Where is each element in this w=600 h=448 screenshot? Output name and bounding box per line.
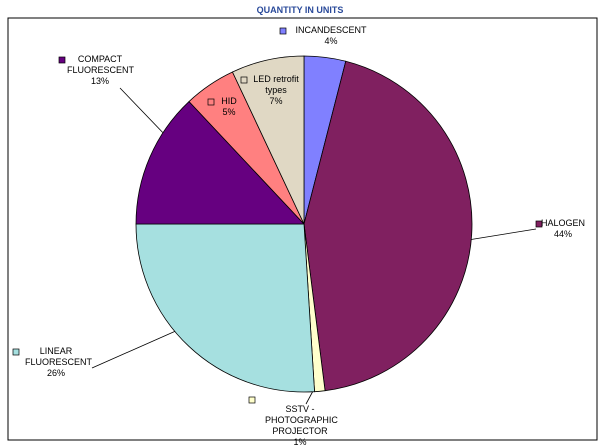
pie-slice [303, 60, 473, 392]
value-label: 5% [222, 107, 236, 117]
slice-label: LINEAR FLUORESCENT 26% [25, 346, 93, 379]
category-label: COMPACT FLUORESCENT [67, 54, 135, 75]
chart-title: QUANTITY IN UNITS [256, 5, 344, 15]
slice-label: COMPACT FLUORESCENT 13% [67, 54, 135, 87]
category-label: HID [221, 96, 237, 106]
leader-line [119, 87, 169, 139]
leader-line [467, 228, 537, 241]
legend-marker [248, 396, 256, 404]
leader-lines [91, 87, 537, 405]
slice-label: INCANDESCENT 4% [271, 25, 391, 47]
leader-line [91, 329, 179, 369]
value-label: 7% [269, 96, 283, 106]
category-label: HALOGEN [540, 218, 585, 228]
value-label: 26% [46, 368, 65, 378]
legend-marker [240, 76, 248, 84]
legend-marker [58, 56, 66, 64]
legend-marker [535, 220, 543, 228]
slice-label: SSTV - PHOTOGRAPHIC PROJECTOR 1% [265, 404, 338, 448]
legend-marker [207, 98, 215, 106]
category-label: LED retrofit types [253, 74, 299, 95]
category-label: INCANDESCENT [295, 25, 367, 35]
chart-frame [7, 17, 598, 441]
slice-label: LED retrofit types 7% [248, 74, 304, 107]
value-label: 44% [553, 229, 572, 239]
pie-slice [135, 100, 305, 225]
legend-marker [279, 27, 287, 35]
pie-slice [135, 223, 315, 393]
value-label: 1% [293, 437, 307, 447]
slice-label: HALOGEN 44% [533, 218, 593, 240]
slice-label: HID 5% [209, 96, 249, 118]
pie-slice [231, 55, 305, 225]
category-label: LINEAR FLUORESCENT [25, 346, 93, 367]
legend-marker [12, 348, 20, 356]
value-label: 4% [324, 36, 338, 46]
leader-line [305, 390, 314, 405]
category-label: SSTV - PHOTOGRAPHIC PROJECTOR [265, 404, 338, 436]
value-label: 13% [90, 76, 109, 86]
